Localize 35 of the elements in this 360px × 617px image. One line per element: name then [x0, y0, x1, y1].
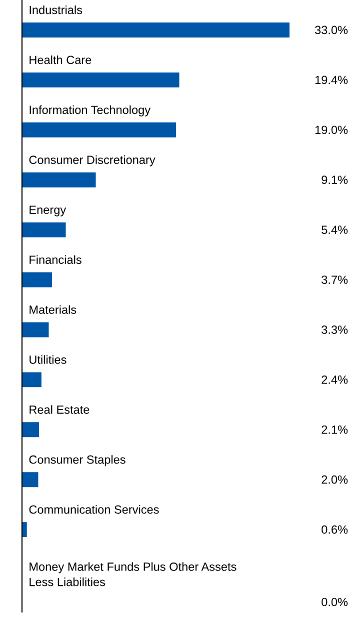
bar: [22, 522, 27, 538]
data-label: 5.4%: [322, 226, 348, 234]
bar: [22, 372, 42, 388]
data-label: 2.0%: [322, 475, 348, 484]
y-tick-label: Communication Services: [29, 505, 159, 514]
y-tick-label: Industrials: [30, 5, 82, 14]
y-tick-label: Money Market Funds Plus Other Assets Less Liabilities: [30, 562, 236, 586]
bar: [22, 122, 176, 138]
bar: [22, 422, 40, 438]
data-label: 19.4%: [315, 76, 348, 84]
bar: [22, 222, 66, 238]
y-tick-label: Health Care: [30, 55, 92, 64]
y-tick-label: Energy: [30, 206, 66, 216]
data-label: 0.0%: [322, 598, 348, 606]
bar: [22, 72, 180, 88]
y-tick-label: Financials: [30, 255, 82, 264]
data-label: 9.1%: [322, 176, 348, 184]
y-tick-label: Consumer Discretionary: [29, 155, 156, 166]
y-tick-label: Consumer Staples: [29, 455, 126, 466]
data-label: 19.0%: [315, 126, 348, 134]
y-tick-label: Materials: [30, 305, 76, 314]
bar: [22, 322, 49, 338]
data-label: 0.6%: [322, 525, 348, 534]
y-tick-label: Utilities: [30, 355, 66, 364]
data-label: 33.0%: [315, 26, 348, 34]
data-label: 3.3%: [322, 326, 348, 334]
y-tick-label: Information Technology: [30, 105, 151, 116]
y-tick-label: Real Estate: [30, 405, 90, 414]
data-label: 3.7%: [322, 276, 348, 284]
data-label: 2.4%: [322, 376, 348, 384]
data-label: 2.1%: [322, 425, 348, 434]
bar: [22, 472, 38, 488]
bar: [22, 22, 290, 38]
bar: [22, 172, 96, 188]
bar: [22, 272, 52, 288]
